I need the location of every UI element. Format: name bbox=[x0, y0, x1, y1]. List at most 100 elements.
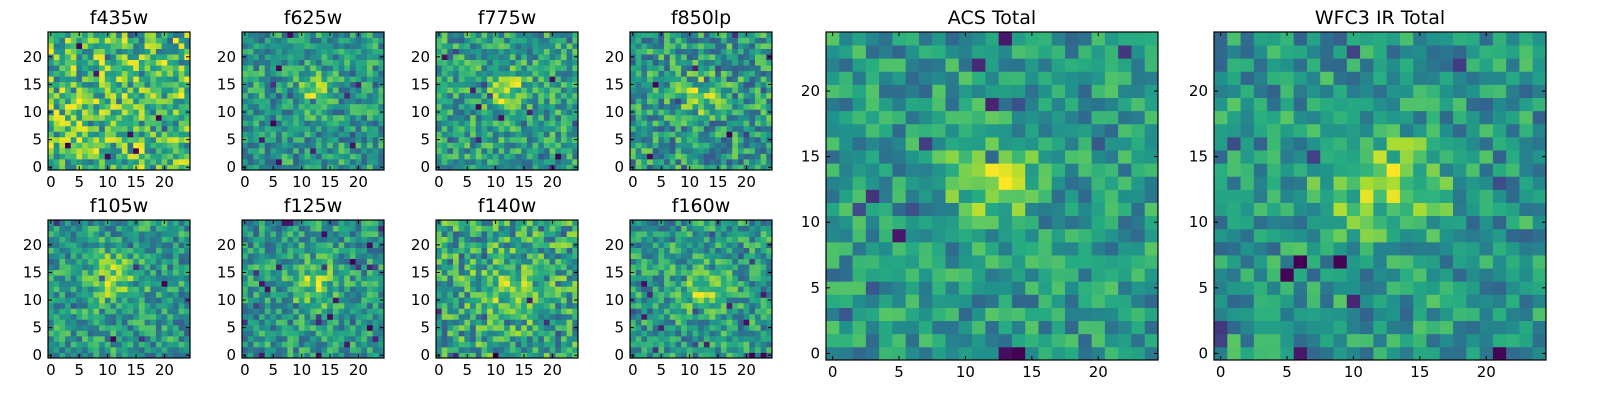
heatmap-cell bbox=[87, 352, 94, 359]
heatmap-cell bbox=[310, 136, 317, 143]
heatmap-cell bbox=[93, 330, 100, 337]
heatmap-cell bbox=[48, 120, 55, 127]
heatmap-cell bbox=[264, 131, 271, 138]
heatmap-cell bbox=[492, 54, 499, 60]
heatmap-cell bbox=[93, 103, 100, 110]
heatmap-cell bbox=[155, 319, 162, 326]
heatmap-cell bbox=[167, 43, 174, 49]
heatmap-cell bbox=[635, 297, 642, 304]
heatmap-cell bbox=[133, 65, 140, 72]
heatmap-cell bbox=[675, 352, 682, 359]
heatmap-cell bbox=[453, 247, 460, 254]
heatmap-cell bbox=[242, 59, 249, 66]
heatmap-cell bbox=[538, 231, 545, 237]
heatmap-cell bbox=[327, 335, 334, 342]
heatmap-cell bbox=[481, 286, 488, 293]
heatmap-cell bbox=[287, 335, 294, 342]
heatmap-cell bbox=[481, 92, 488, 99]
heatmap-cell bbox=[178, 120, 185, 127]
heatmap-cell bbox=[453, 231, 460, 237]
heatmap-cell bbox=[121, 335, 128, 342]
heatmap-cell bbox=[572, 120, 579, 127]
heatmap-cell bbox=[178, 59, 185, 66]
heatmap-cell bbox=[259, 48, 266, 55]
heatmap-cell bbox=[59, 324, 66, 331]
heatmap-cell bbox=[133, 125, 140, 132]
heatmap-cell bbox=[366, 242, 374, 248]
heatmap-cell bbox=[543, 59, 550, 66]
heatmap-cell bbox=[658, 92, 665, 99]
heatmap-cell bbox=[76, 131, 83, 138]
heatmap-cell bbox=[349, 302, 356, 309]
heatmap-cell bbox=[121, 269, 128, 276]
heatmap-cell bbox=[543, 153, 550, 160]
heatmap-cell bbox=[310, 330, 317, 337]
heatmap-cell bbox=[543, 319, 550, 326]
heatmap-cell bbox=[344, 236, 351, 243]
heatmap-cell bbox=[93, 136, 100, 143]
heatmap-cell bbox=[658, 147, 665, 154]
heatmap-cell bbox=[167, 308, 174, 315]
heatmap-cell bbox=[281, 352, 288, 359]
heatmap-cell bbox=[133, 158, 140, 165]
heatmap-cell bbox=[515, 308, 522, 315]
x-tick-label: 15 bbox=[320, 173, 339, 191]
heatmap-cell bbox=[543, 32, 550, 38]
heatmap-cell bbox=[344, 352, 351, 359]
heatmap-cell bbox=[76, 125, 83, 132]
heatmap-cell bbox=[276, 136, 283, 143]
heatmap-cell bbox=[247, 264, 254, 271]
heatmap-cell bbox=[492, 114, 499, 121]
heatmap-cell bbox=[470, 280, 477, 287]
heatmap-cell bbox=[475, 70, 482, 77]
heatmap-cell bbox=[172, 231, 180, 237]
heatmap-cells bbox=[630, 220, 773, 359]
heatmap-cell bbox=[276, 158, 283, 165]
heatmap-cell bbox=[287, 109, 294, 116]
heatmap-cell bbox=[121, 313, 128, 320]
heatmap-cell bbox=[361, 253, 368, 260]
heatmap-cell bbox=[48, 87, 55, 94]
heatmap-cell bbox=[332, 32, 339, 38]
heatmap-cell bbox=[155, 330, 162, 337]
heatmap-cell bbox=[441, 125, 448, 132]
heatmap-cell bbox=[647, 352, 654, 359]
heatmap-cell bbox=[155, 231, 162, 237]
heatmap-cell bbox=[515, 242, 522, 248]
heatmap-cell bbox=[475, 258, 482, 265]
heatmap-cell bbox=[572, 98, 579, 105]
heatmap-cell bbox=[487, 32, 494, 38]
heatmap-cell bbox=[104, 131, 111, 138]
heatmap-cell bbox=[344, 286, 351, 293]
heatmap-cell bbox=[87, 264, 94, 271]
heatmap-cell bbox=[447, 341, 454, 348]
heatmap-cell bbox=[487, 247, 494, 254]
x-tick-label: 10 bbox=[292, 361, 311, 379]
heatmap-cell bbox=[487, 125, 494, 132]
heatmap-cell bbox=[304, 131, 311, 138]
heatmap-cell bbox=[298, 302, 305, 309]
heatmap-cell bbox=[754, 313, 762, 320]
heatmap-cell bbox=[458, 319, 465, 326]
heatmap-cell bbox=[378, 76, 385, 83]
heatmap-cell bbox=[70, 313, 77, 320]
heatmap-cell bbox=[76, 114, 83, 121]
heatmap-cell bbox=[361, 247, 368, 254]
heatmap-cell bbox=[99, 37, 106, 44]
heatmap-cell bbox=[293, 308, 300, 315]
heatmap-cell bbox=[270, 242, 277, 248]
heatmap-cell bbox=[293, 103, 300, 110]
heatmap-cell bbox=[669, 32, 676, 38]
heatmap-cell bbox=[127, 258, 134, 265]
heatmap-cell bbox=[509, 48, 516, 55]
heatmap-cell bbox=[99, 313, 106, 320]
heatmap-cell bbox=[647, 297, 654, 304]
heatmap-cell bbox=[133, 286, 140, 293]
heatmap-cell bbox=[104, 319, 111, 326]
heatmap-cell bbox=[99, 286, 106, 293]
heatmap-cell bbox=[338, 313, 345, 320]
heatmap-cell bbox=[658, 313, 665, 320]
heatmap-cell bbox=[470, 242, 477, 248]
x-tick-label: 5 bbox=[268, 173, 278, 191]
heatmap-cell bbox=[264, 286, 271, 293]
